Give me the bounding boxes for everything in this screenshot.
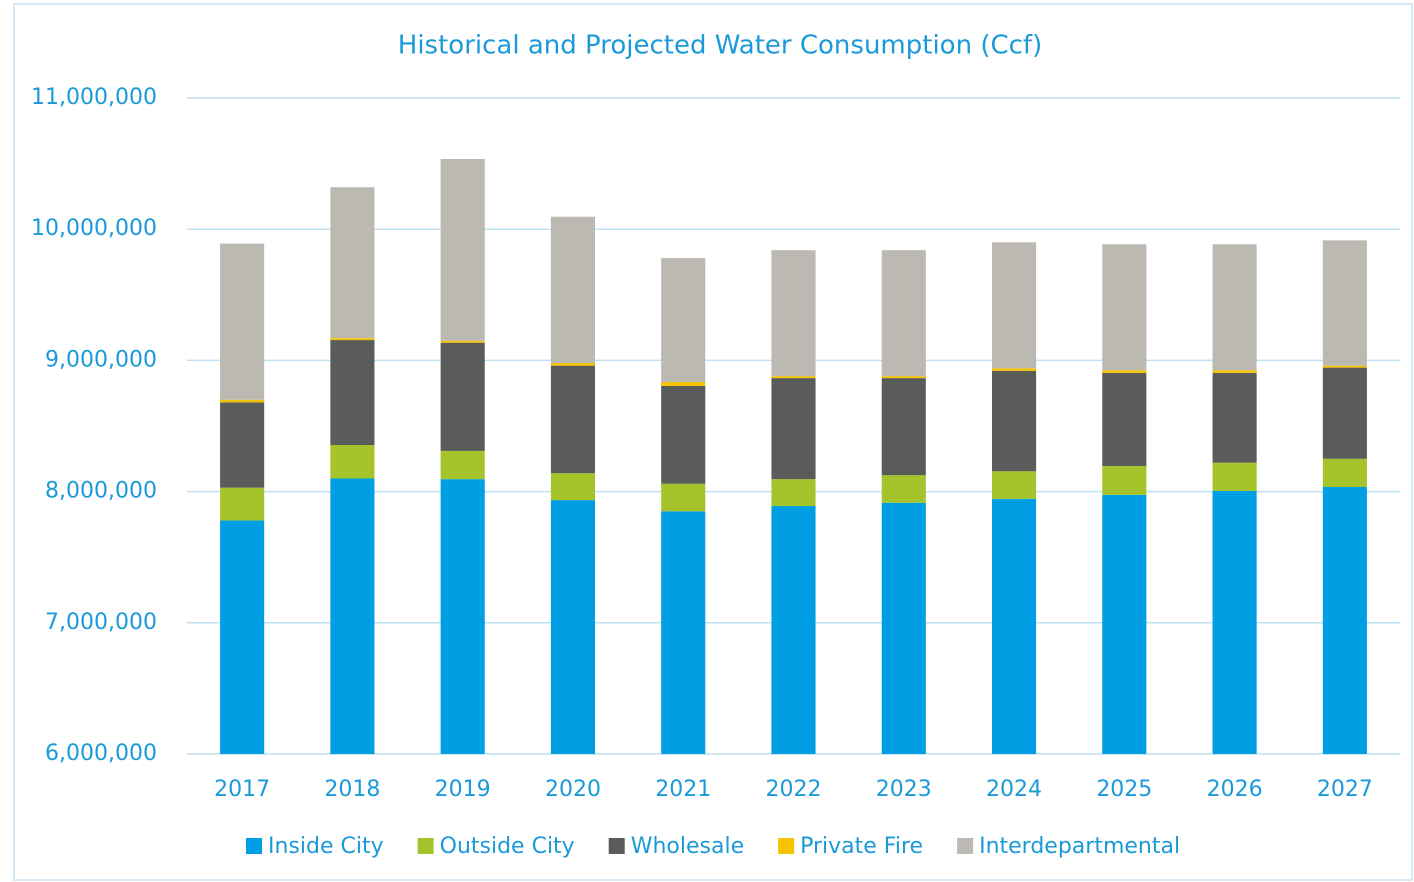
bar-segment [881,502,926,754]
bar-segment [220,487,265,521]
bar-segment [220,399,265,403]
bar-segment [1102,370,1147,373]
bar-segment [550,363,596,366]
legend-swatch [246,838,262,854]
bar-segment [1212,370,1257,373]
bar-segment [550,500,596,754]
legend-label: Interdepartmental [979,834,1180,859]
bar-segment [881,475,926,503]
x-tick-label: 2019 [435,777,491,802]
bar-segment [220,402,265,488]
bar-segment [1102,372,1147,467]
bar-segment [771,506,816,754]
legend-label: Inside City [268,834,384,859]
bar-segment [1102,244,1147,371]
y-tick-label: 9,000,000 [45,347,157,372]
bar-segment [1212,490,1257,754]
x-tick-label: 2022 [766,777,822,802]
x-tick-label: 2018 [324,777,380,802]
legend-label: Outside City [440,834,575,859]
bar-segment [330,445,375,479]
legend-swatch [417,838,434,854]
y-tick-label: 7,000,000 [45,610,157,635]
y-tick-label: 6,000,000 [45,741,157,766]
bar-segment [550,473,596,501]
bar-segment [1322,240,1367,366]
bar-segment [1102,494,1147,754]
bar-segment [991,242,1037,369]
bar-segment [991,370,1037,472]
bar-segment [1212,372,1257,463]
bar-segment [661,258,706,383]
bar-segment [771,479,816,507]
bar-segment [881,376,926,379]
bar-segment [1102,466,1147,495]
y-tick-label: 8,000,000 [45,479,157,504]
bar-segment [440,450,485,480]
x-tick-label: 2023 [876,777,932,802]
bar-segment [330,340,375,446]
x-tick-label: 2027 [1317,777,1373,802]
legend-swatch [608,838,625,854]
y-tick-label: 11,000,000 [31,85,157,110]
legend-label: Wholesale [631,834,744,859]
x-tick-label: 2025 [1096,777,1152,802]
bar-segment [550,216,596,364]
bar-segment [220,243,265,400]
bar-segment [440,340,485,343]
bar-segment [771,376,816,379]
bar-segment [1212,462,1257,491]
bar-segment [991,471,1037,499]
bar-segment [1322,365,1367,368]
legend-swatch [778,838,795,854]
x-tick-label: 2021 [655,777,711,802]
bar-segment [220,520,265,754]
x-tick-label: 2017 [214,777,270,802]
bar-segment [440,342,485,451]
bar-segment [1322,458,1367,488]
bar-segment [1212,244,1257,371]
legend-label: Private Fire [800,834,923,859]
bar-segment [440,479,485,754]
bar-segment [330,187,375,339]
bar-segment [550,365,596,474]
chart-title: Historical and Projected Water Consumpti… [398,31,1042,61]
bar-segment [330,338,375,341]
bar-segment [330,478,375,754]
legend-swatch [957,838,974,854]
bar-segment [991,368,1037,371]
x-tick-label: 2024 [986,777,1042,802]
bar-segment [1322,367,1367,459]
bar-segment [1322,487,1367,754]
bar-segment [661,385,706,484]
bar-segment [991,498,1037,754]
x-tick-label: 2026 [1207,777,1263,802]
bar-segment [771,378,816,480]
bar-segment [661,382,706,386]
bar-segment [881,378,926,476]
bar-segment [661,483,706,512]
y-tick-label: 10,000,000 [31,216,157,241]
bar-segment [661,511,706,754]
bar-segment [440,159,485,341]
bar-segment [771,250,816,377]
bar-segment [881,250,926,377]
x-tick-label: 2020 [545,777,601,802]
